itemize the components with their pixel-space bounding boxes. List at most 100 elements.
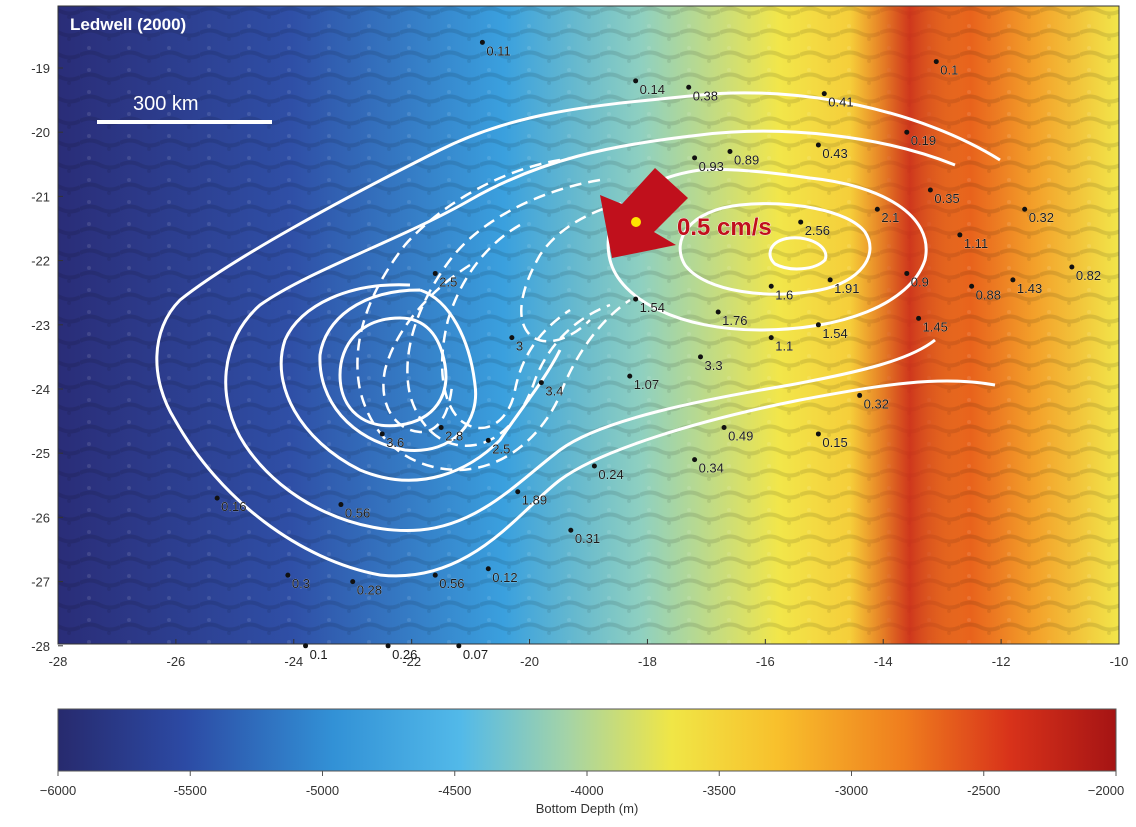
- station-value: 0.28: [357, 583, 382, 598]
- station-value: 0.93: [699, 159, 724, 174]
- station: 0.93: [692, 155, 724, 174]
- station-value: 0.56: [345, 506, 370, 521]
- x-tick-label: -14: [874, 654, 893, 669]
- station-value: 1.45: [923, 319, 948, 334]
- x-tick-label: -22: [402, 654, 421, 669]
- station-dot: [633, 296, 639, 302]
- station: 0.28: [350, 579, 382, 598]
- station: 1.91: [827, 277, 860, 296]
- colorbar-tick-label: -3000: [835, 783, 868, 798]
- y-tick-label: -26: [31, 510, 50, 525]
- station-dot: [957, 232, 963, 238]
- y-axis: -19 -20 -21 -22 -23 -24 -25 -26 -27 -28: [31, 61, 63, 654]
- contour-dashed-5: [382, 263, 471, 434]
- station-value: 1.76: [722, 313, 747, 328]
- station-dot: [479, 39, 485, 45]
- station-dot: [874, 206, 880, 212]
- station: 1.54: [815, 322, 848, 341]
- station-value: 2.5: [439, 274, 457, 289]
- x-tick-label: -20: [520, 654, 539, 669]
- scale-bar: 300 km: [97, 93, 272, 124]
- velocity-arrow-shape: [600, 168, 688, 258]
- colorbar-axis-label: Bottom Depth (m): [536, 801, 639, 816]
- contour-solid-east-1: [606, 167, 928, 332]
- station-dot: [969, 283, 975, 289]
- station: 0.56: [432, 572, 465, 591]
- station-dot: [904, 270, 910, 276]
- station: 0.49: [721, 425, 754, 444]
- station-value: 0.1: [310, 647, 328, 662]
- x-tick-label: -10: [1110, 654, 1129, 669]
- depth-colorbar: −6000 -5500 -5000 -4500 -4000 -3500 -3000 -2500…: [40, 708, 1125, 816]
- station: 1.76: [715, 309, 748, 328]
- station: 0.31: [568, 527, 600, 546]
- station: 1.1: [768, 335, 793, 354]
- station-value: 0.35: [934, 191, 959, 206]
- station-dot: [538, 380, 544, 386]
- colorbar-tick-label: -4500: [438, 783, 471, 798]
- station: 0.43: [815, 142, 848, 161]
- x-tick-label: -28: [49, 654, 68, 669]
- station-value: 0.12: [492, 570, 517, 585]
- station: 2.1: [874, 206, 900, 225]
- station-dot: [721, 425, 727, 431]
- station-dot: [933, 59, 939, 65]
- station: 1.11: [957, 232, 988, 251]
- y-tick-label: -25: [31, 446, 50, 461]
- mid-ocean-ridge: [850, 6, 970, 644]
- x-tick-label: -12: [992, 654, 1011, 669]
- station-dot: [857, 392, 863, 398]
- station-value: 0.14: [640, 82, 665, 97]
- station-dot: [768, 335, 774, 341]
- station: 0.15: [815, 431, 848, 450]
- station-value: 2.56: [805, 223, 830, 238]
- station-value: 0.3: [292, 576, 310, 591]
- x-axis: -28 -26 -24 -22 -20 -18 -16 -14 -12 -10: [49, 639, 1129, 669]
- station: 0.19: [904, 129, 936, 148]
- station-dot: [438, 425, 444, 431]
- colorbar-tick-label: −2000: [1088, 783, 1125, 798]
- station-dot: [692, 155, 698, 161]
- station-value: 2.1: [881, 210, 899, 225]
- station-dot: [827, 277, 833, 283]
- station-value: 0.19: [911, 133, 936, 148]
- map-title: Ledwell (2000): [70, 15, 186, 34]
- contour-solid-3: [279, 283, 562, 482]
- arrow-label: 0.5 cm/s: [677, 214, 772, 241]
- station-dot: [697, 354, 703, 360]
- station-dot: [798, 219, 804, 225]
- scale-bar-label: 300 km: [133, 93, 199, 115]
- station: 0.9: [904, 270, 929, 290]
- concentration-contours: [155, 91, 1001, 578]
- station-dot: [379, 431, 385, 437]
- station: 3: [509, 335, 523, 354]
- station: 0.34: [692, 457, 724, 476]
- station: 0.88: [969, 283, 1001, 302]
- station-dot: [1010, 277, 1016, 283]
- station-value: 1.43: [1017, 281, 1042, 296]
- station-dot: [916, 315, 922, 321]
- station-dot: [285, 572, 291, 578]
- y-tick-label: -22: [31, 254, 50, 269]
- station-value: 1.54: [822, 326, 847, 341]
- x-tick-label: -24: [284, 654, 303, 669]
- station: 0.11: [479, 39, 511, 58]
- station-dot: [485, 566, 491, 572]
- station-value: 0.56: [439, 576, 464, 591]
- station-value: 3.6: [386, 435, 404, 450]
- station-value: 0.32: [1029, 210, 1054, 225]
- station: 3.3: [697, 354, 723, 373]
- station: 1.45: [916, 315, 948, 335]
- station-value: 0.26: [392, 647, 417, 662]
- station-dot: [515, 489, 521, 495]
- station-value: 0.15: [822, 435, 847, 450]
- station-dot: [768, 283, 774, 289]
- station-dot: [715, 309, 721, 315]
- station-dot: [591, 463, 597, 469]
- station: 0.35: [927, 187, 960, 206]
- y-tick-label: -21: [31, 189, 50, 204]
- station-value: 0.88: [976, 287, 1001, 302]
- station-value: 0.41: [828, 95, 853, 110]
- station: 0.16: [214, 495, 247, 514]
